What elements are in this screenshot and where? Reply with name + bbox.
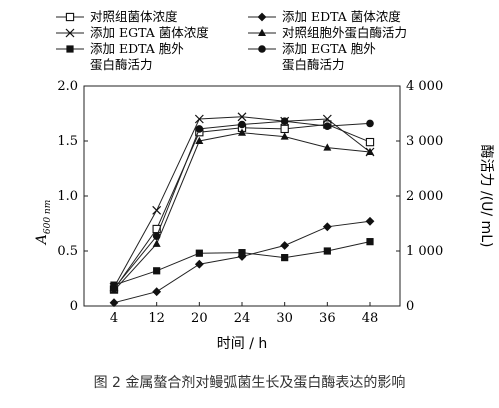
data-point xyxy=(238,249,246,257)
legend-label: 对照组菌体浓度 xyxy=(90,9,178,24)
legend-marker xyxy=(66,45,74,53)
x-axis-title: 时间 / h xyxy=(217,336,268,352)
series-line xyxy=(113,220,371,304)
legend-label: 添加 EGTA 菌体浓度 xyxy=(90,25,209,40)
x-tick-label: 20 xyxy=(191,311,208,326)
data-point xyxy=(365,137,375,147)
x-tick-label: 12 xyxy=(148,311,165,326)
figure-caption: 图 2 金属螯合剂对鳗弧菌生长及蛋白酶表达的影响 xyxy=(93,375,406,391)
data-point xyxy=(323,247,331,255)
legend-label: 添加 EDTA 菌体浓度 xyxy=(282,9,401,24)
data-point xyxy=(110,284,118,293)
legend-label: 对照组胞外蛋白酶活力 xyxy=(282,25,407,40)
legend-marker xyxy=(258,28,266,36)
series-line xyxy=(113,132,371,291)
data-point xyxy=(281,254,289,262)
axis-ticks: 4 12 20 24 30 36 48 0 0.5 1.0 1.5 2.0 0 1 000 2 000 3 0… xyxy=(57,79,443,326)
x-tick-label: 24 xyxy=(234,311,251,326)
data-point xyxy=(194,259,204,269)
y-right-tick-label: 4 000 xyxy=(406,79,443,94)
legend-marker xyxy=(258,45,266,53)
data-point xyxy=(323,143,332,151)
series-line xyxy=(113,123,371,290)
data-point xyxy=(366,238,374,246)
data-point xyxy=(238,120,246,129)
x-tick-label: 48 xyxy=(362,311,379,326)
data-point xyxy=(152,205,162,215)
data-point xyxy=(280,241,290,250)
y-right-tick-label: 0 xyxy=(406,299,414,314)
legend-marker xyxy=(65,12,75,22)
y-right-tick-label: 2 000 xyxy=(406,189,443,204)
legend-marker xyxy=(257,12,267,22)
data-point xyxy=(280,124,289,134)
data-point xyxy=(195,249,203,257)
plot-frame xyxy=(83,85,401,307)
data-point xyxy=(280,117,289,125)
x-tick-label: 36 xyxy=(319,311,336,326)
y-right-tick-label: 3 000 xyxy=(406,134,443,149)
data-point xyxy=(366,147,374,155)
data-point xyxy=(152,287,162,297)
data-point xyxy=(237,112,247,122)
y-left-tick-label: 1.5 xyxy=(57,134,78,149)
data-point xyxy=(152,232,161,240)
legend-label: 添加 EDTA 胞外 xyxy=(90,41,184,56)
y-left-tick-label: 1.0 xyxy=(57,189,78,204)
legend-label-cont: 蛋白酶活力 xyxy=(282,57,345,72)
data-point xyxy=(153,267,161,275)
data-point xyxy=(238,128,246,136)
x-tick-label: 30 xyxy=(276,311,293,326)
y-right-tick-label: 1 000 xyxy=(406,244,443,259)
data-point xyxy=(323,122,332,130)
data-point xyxy=(152,239,161,247)
y-left-axis-title: A600 nm xyxy=(34,200,53,247)
y-left-tick-label: 0 xyxy=(70,299,78,314)
data-point xyxy=(322,222,332,232)
legend-label: 添加 EGTA 胞外 xyxy=(282,41,376,56)
data-point xyxy=(280,132,289,140)
data-point xyxy=(366,119,374,128)
y-left-tick-label: 0.5 xyxy=(57,244,78,259)
data-point xyxy=(195,125,204,133)
data-point xyxy=(194,114,204,124)
data-point xyxy=(195,136,204,144)
legend-label-cont: 蛋白酶活力 xyxy=(90,57,153,72)
x-tick-label: 4 xyxy=(110,311,118,326)
data-point xyxy=(365,216,375,226)
y-left-tick-label: 2.0 xyxy=(57,79,78,94)
series-line xyxy=(113,116,371,288)
data-series xyxy=(109,112,375,308)
series-line xyxy=(113,120,371,289)
data-point xyxy=(109,298,119,308)
y-right-axis-title: 酶活力 /(U/ mL) xyxy=(478,145,494,248)
data-point xyxy=(322,114,332,124)
legend-marker xyxy=(65,28,75,38)
